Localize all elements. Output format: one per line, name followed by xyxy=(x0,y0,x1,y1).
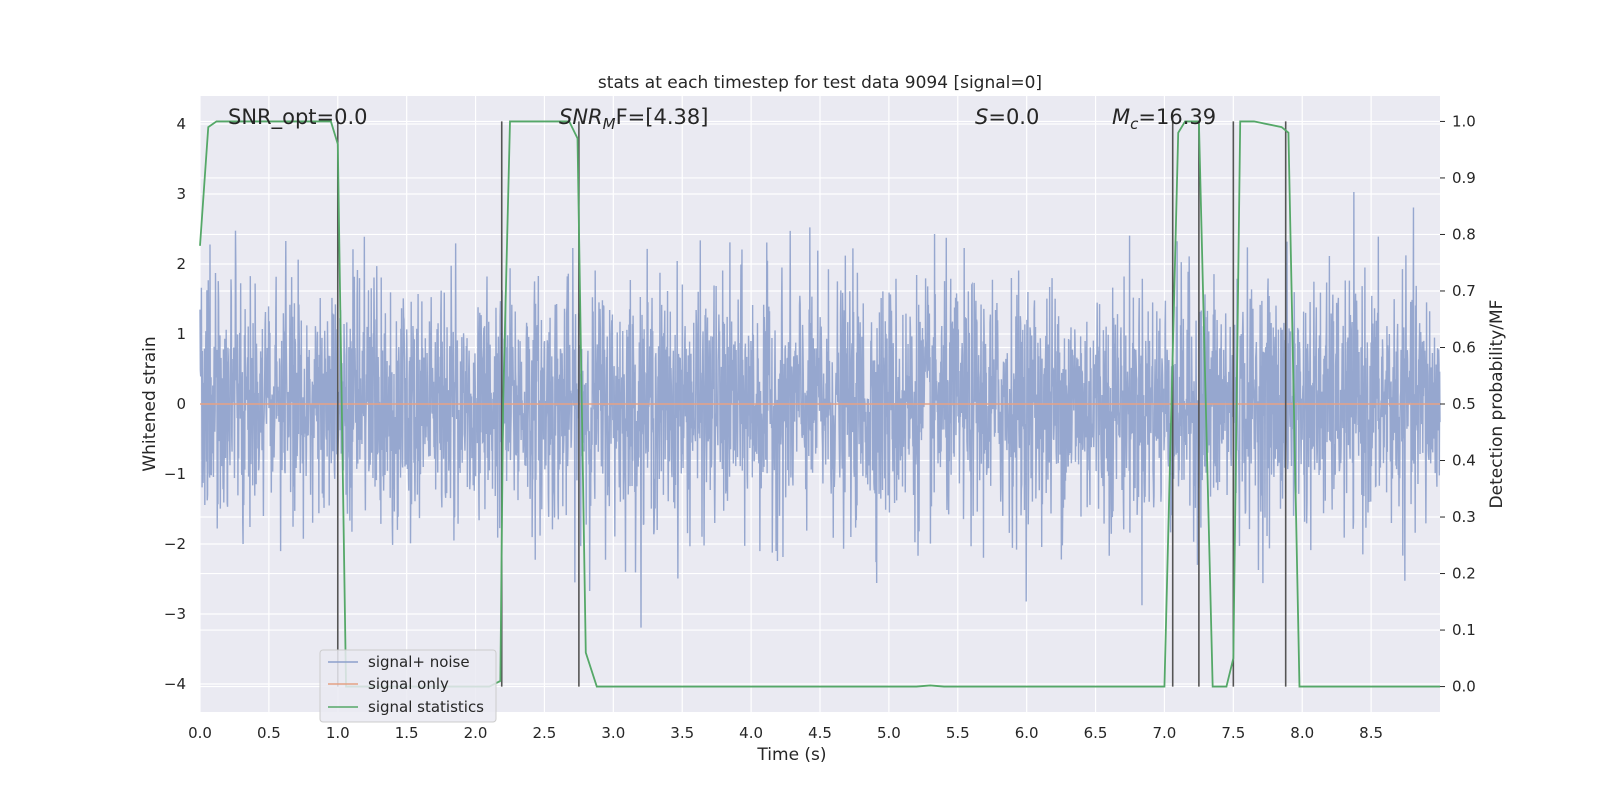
legend-entry-signal-statistics: signal statistics xyxy=(368,698,484,716)
x-tick-label: 8.0 xyxy=(1290,724,1314,742)
y-tick-label-left: 4 xyxy=(176,115,186,133)
legend-entry-signal-noise: signal+ noise xyxy=(368,653,470,671)
annotation-snr-mf-sub: M xyxy=(603,115,616,133)
annotation-mc: Mc=16.39 xyxy=(1112,105,1216,133)
y-axis-right-ticks: 1.0 0.9 0.8 0.7 0.6 0.5 0.4 0.3 0.2 0.1 0.0 xyxy=(1440,112,1476,696)
annotation-snr-mf: SNRMF=[4.38] xyxy=(559,105,708,133)
y-tick-label-left: 2 xyxy=(176,255,186,273)
y-tick-label-right: 0.9 xyxy=(1452,169,1476,187)
y-axis-left-label: Whitened strain xyxy=(140,336,160,471)
y-tick-label-right: 1.0 xyxy=(1452,112,1476,130)
x-tick-label: 0.0 xyxy=(188,724,212,742)
x-tick-label: 8.5 xyxy=(1359,724,1383,742)
annotation-s: S=0.0 xyxy=(975,105,1039,129)
x-tick-label: 1.5 xyxy=(395,724,419,742)
y-tick-label-right: 0.7 xyxy=(1452,282,1476,300)
y-tick-label-right: 0.6 xyxy=(1452,338,1476,356)
x-tick-label: 3.5 xyxy=(670,724,694,742)
x-tick-label: 6.5 xyxy=(1084,724,1108,742)
y-tick-label-left: −2 xyxy=(164,535,186,553)
x-tick-label: 3.0 xyxy=(601,724,625,742)
x-tick-label: 5.0 xyxy=(877,724,901,742)
x-tick-label: 4.0 xyxy=(739,724,763,742)
annotation-mc-main: M xyxy=(1112,105,1130,129)
y-tick-label-right: 0.1 xyxy=(1452,621,1476,639)
y-tick-label-left: 1 xyxy=(176,325,186,343)
y-axis-left-ticks: 4 3 2 1 0 −1 −2 −3 −4 xyxy=(164,115,186,693)
annotation-mc-sub: c xyxy=(1130,115,1139,133)
x-tick-label: 7.0 xyxy=(1153,724,1177,742)
x-tick-label: 4.5 xyxy=(808,724,832,742)
x-tick-label: 0.5 xyxy=(257,724,281,742)
x-tick-label: 5.5 xyxy=(946,724,970,742)
y-axis-right-label: Detection probability/MF xyxy=(1487,300,1507,509)
chart-title: stats at each timestep for test data 909… xyxy=(598,73,1042,93)
legend-box xyxy=(319,649,497,723)
annotation-snr-mf-rest: F=[4.38] xyxy=(616,105,709,129)
annotation-s-rest: =0.0 xyxy=(988,105,1039,129)
y-tick-label-right: 0.4 xyxy=(1452,452,1476,470)
annotation-s-main: S xyxy=(975,105,988,129)
x-axis-ticks: 0.0 0.5 1.0 1.5 2.0 2.5 3.0 3.5 4.0 4.5 5.0 5.5 6.0 6… xyxy=(188,724,1383,742)
y-tick-label-right: 0.0 xyxy=(1452,678,1476,696)
y-tick-label-right: 0.2 xyxy=(1452,565,1476,583)
y-tick-label-right: 0.3 xyxy=(1452,508,1476,526)
x-tick-label: 7.5 xyxy=(1221,724,1245,742)
y-tick-label-left: −4 xyxy=(164,675,186,693)
y-tick-label-left: 3 xyxy=(176,185,186,203)
annotation-mc-rest: =16.39 xyxy=(1138,105,1216,129)
x-tick-label: 6.0 xyxy=(1015,724,1039,742)
x-tick-label: 2.0 xyxy=(464,724,488,742)
y-tick-label-left: −3 xyxy=(164,605,186,623)
annotation-snr-mf-main: SNR xyxy=(559,105,603,129)
x-tick-label: 2.5 xyxy=(533,724,557,742)
legend-entry-signal-only: signal only xyxy=(368,675,449,693)
x-axis-label: Time (s) xyxy=(756,745,826,765)
y-tick-label-left: 0 xyxy=(176,395,186,413)
y-tick-label-left: −1 xyxy=(164,465,186,483)
legend: signal+ noise signal only signal statist… xyxy=(319,649,497,723)
y-tick-label-right: 0.5 xyxy=(1452,395,1476,413)
annotation-snr-opt: SNR_opt=0.0 xyxy=(228,105,368,130)
y-tick-label-right: 0.8 xyxy=(1452,225,1476,243)
x-tick-label: 1.0 xyxy=(326,724,350,742)
